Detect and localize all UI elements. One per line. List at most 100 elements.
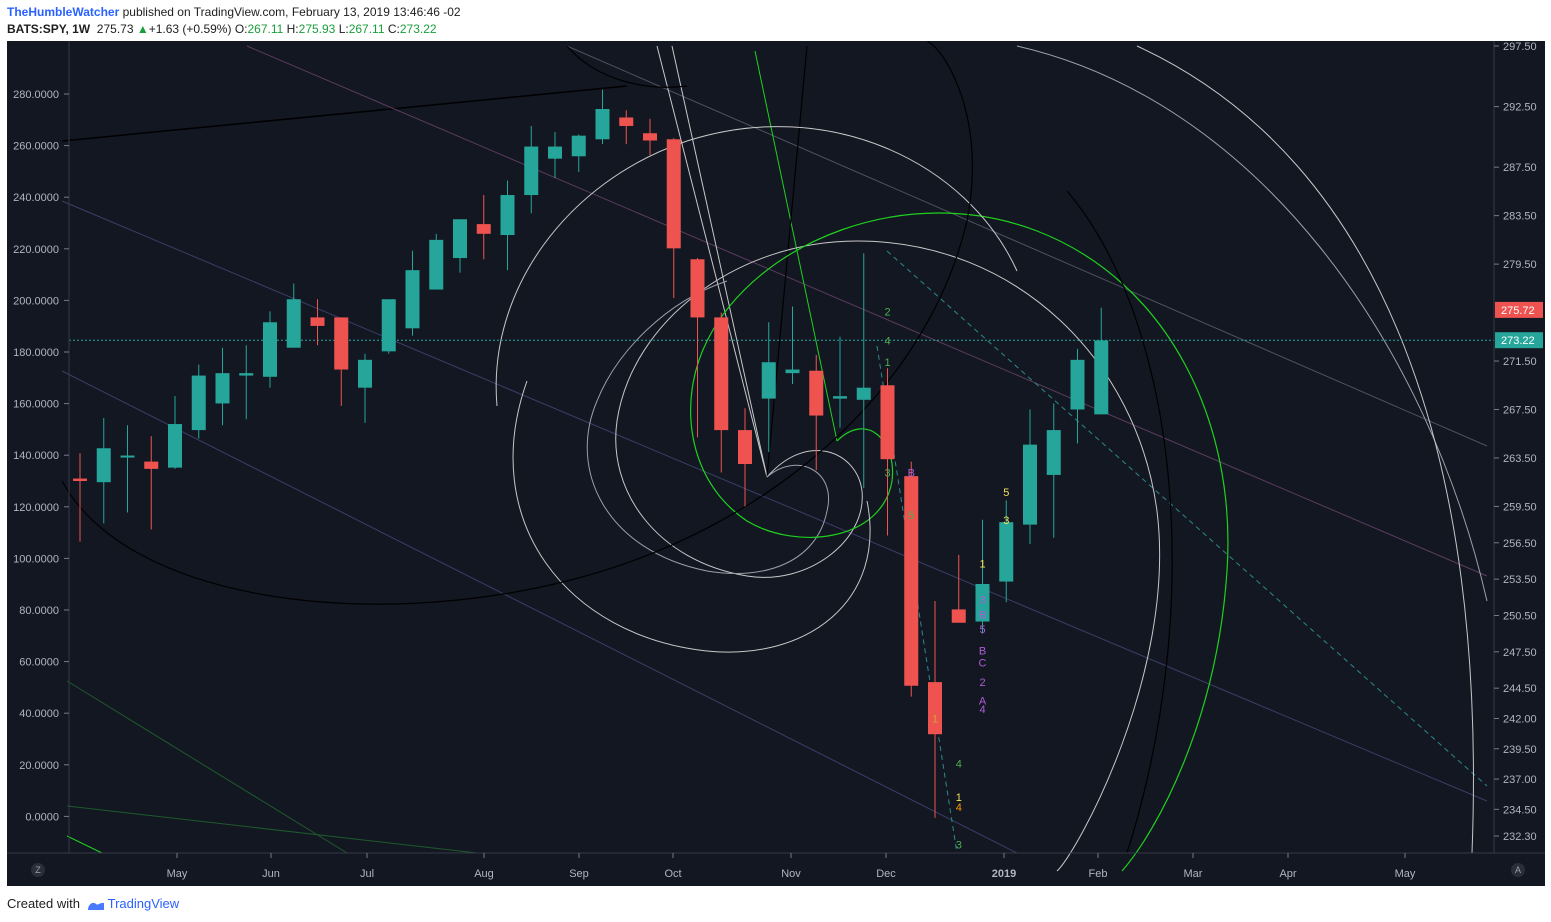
right-axis-label: 292.50 [1503,102,1537,114]
candle-body [738,430,752,465]
time-axis-label: Jun [262,868,280,880]
candle-body [595,109,610,140]
candle-body [381,299,396,352]
left-axis-label: 120.0000 [13,502,59,514]
price-change: +1.63 (+0.59%) [148,22,232,36]
td-count-label: 5 [908,510,914,522]
candle-body [263,322,277,377]
tradingview-link[interactable]: TradingView [107,896,180,911]
close-price-badge [1495,332,1543,349]
left-axis-label: 60.0000 [19,657,59,669]
trendline-green-2 [66,805,478,854]
time-axis-label: Oct [664,868,681,880]
right-axis-label: 250.50 [1503,610,1537,622]
candle-body [690,259,705,318]
trendline-green-1 [66,680,348,854]
spiral-grey-inner [586,280,829,574]
left-axis-label: 80.0000 [19,605,59,617]
publish-header: TheHumbleWatcher published on TradingVie… [7,5,461,19]
candle-body [168,424,182,468]
right-axis-label: 297.50 [1503,41,1537,53]
dashed-projection [886,250,1488,787]
arc-black-top [566,45,688,88]
right-axis-label: 247.50 [1503,647,1537,659]
candle-body [215,373,230,404]
last-price-badge-label: 275.72 [1501,305,1535,317]
last-price: 275.73 [96,22,134,36]
td-count-label: 3 [1003,515,1009,527]
right-axis-label: 271.50 [1503,356,1537,368]
high-label: H: [286,22,299,36]
author-link[interactable]: TheHumbleWatcher [7,5,120,19]
spiral-ray-white [656,45,768,478]
candle-body [500,195,515,236]
candle-body [714,317,729,431]
arc-white-left [495,126,1018,407]
td-count-label: B [979,646,986,658]
time-axis-label: Mar [1184,868,1203,880]
trendline-green-3 [66,835,103,854]
time-axis-label: Aug [474,868,494,880]
time-axis-label: Jul [360,868,374,880]
td-count-label: 4 [956,758,962,770]
low-label: L: [338,22,349,36]
candle-body [1046,430,1061,475]
td-count-label: 3 [956,839,962,851]
spiral-ray-white-2 [671,45,768,478]
left-axis-label: 260.0000 [13,141,59,153]
left-price-axis[interactable]: 280.0000 260.0000 240.0000 220.0000 200.0000… [13,89,69,823]
candle-body [833,396,847,399]
trendline-purple [246,45,1488,577]
left-axis-label: 200.0000 [13,295,59,307]
candle-body [785,369,800,374]
candle-body [975,583,990,622]
candle-body [571,135,586,157]
candle-body [1070,359,1085,410]
up-arrow-icon: ▲ [136,22,149,36]
td-count-label: 4 [884,335,890,347]
right-price-axis[interactable]: 297.50 292.50 287.50 283.50 279.50 271.50 267.… [1494,41,1543,843]
time-axis[interactable]: May Jun Jul Aug Sep Oct Nov Dec 2019 Feb Mar Apr May [167,853,1416,880]
td-count-label: 1 [932,713,938,725]
candle-body [191,375,206,431]
candle-body [856,387,871,400]
open-value: 267.11 [247,22,284,36]
right-axis-label: 283.50 [1503,211,1537,223]
chart-panel[interactable]: 2413B514143255313B5BC2A4 280.0000260.000… [7,40,1545,912]
td-count-label: 4 [979,704,985,716]
right-axis-label: 263.50 [1503,453,1537,465]
auto-scale-right-button[interactable]: A [1511,863,1525,877]
ohlc-header: BATS:SPY, 1W 275.73 ▲+1.63 (+0.59%) O:26… [7,22,437,36]
candle-body [951,609,966,623]
candle-body [310,317,325,326]
td-count-label: A [979,695,987,707]
left-axis-label: 160.0000 [13,399,59,411]
candles-layer [73,89,1109,818]
right-axis-label: 256.50 [1503,538,1537,550]
high-value: 275.93 [298,22,336,36]
arc-white-lower [512,380,871,653]
close-value: 273.22 [399,22,437,36]
td-count-label: 2 [884,306,890,318]
time-axis-label: May [1395,868,1416,880]
auto-scale-left-button[interactable]: Z [31,863,45,877]
time-axis-label: Feb [1089,868,1108,880]
chart-background [7,41,1545,886]
spiral-white-outer [615,240,1161,872]
time-axis-label: Dec [876,868,896,880]
price-chart[interactable]: 2413B514143255313B5BC2A4 280.0000260.000… [7,40,1545,912]
td-count-label: 3 [884,468,890,480]
right-axis-label: 287.50 [1503,162,1537,174]
spiral-ray-black [766,45,808,478]
td-count-label: 4 [956,802,962,814]
candle-body [880,385,895,460]
candle-body [761,362,776,399]
candle-body [809,370,824,416]
candle-body [358,359,372,388]
td-count-label: 3 [979,595,985,607]
created-with-text: Created with [7,896,80,911]
drawing-layer [61,40,1488,872]
candle-body [120,455,135,458]
time-axis-label: May [167,868,188,880]
time-axis-label: Apr [1279,868,1296,880]
